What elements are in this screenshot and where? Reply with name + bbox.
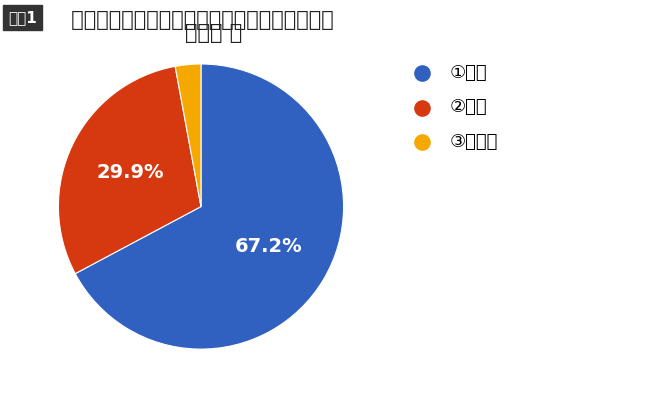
Text: 図表1: 図表1 xyxy=(8,10,37,25)
Wedge shape xyxy=(175,64,201,207)
Text: 67.2%: 67.2% xyxy=(234,237,302,256)
Text: ハラスメント実態調査アンケートの回答者性別: ハラスメント実態調査アンケートの回答者性別 xyxy=(64,10,334,30)
Wedge shape xyxy=(75,64,344,349)
Text: 29.9%: 29.9% xyxy=(96,163,164,182)
Wedge shape xyxy=(58,66,201,274)
Text: ２．９ ％: ２．９ ％ xyxy=(185,23,243,43)
Legend: ①女性, ②男性, ③その他: ①女性, ②男性, ③その他 xyxy=(395,55,507,160)
